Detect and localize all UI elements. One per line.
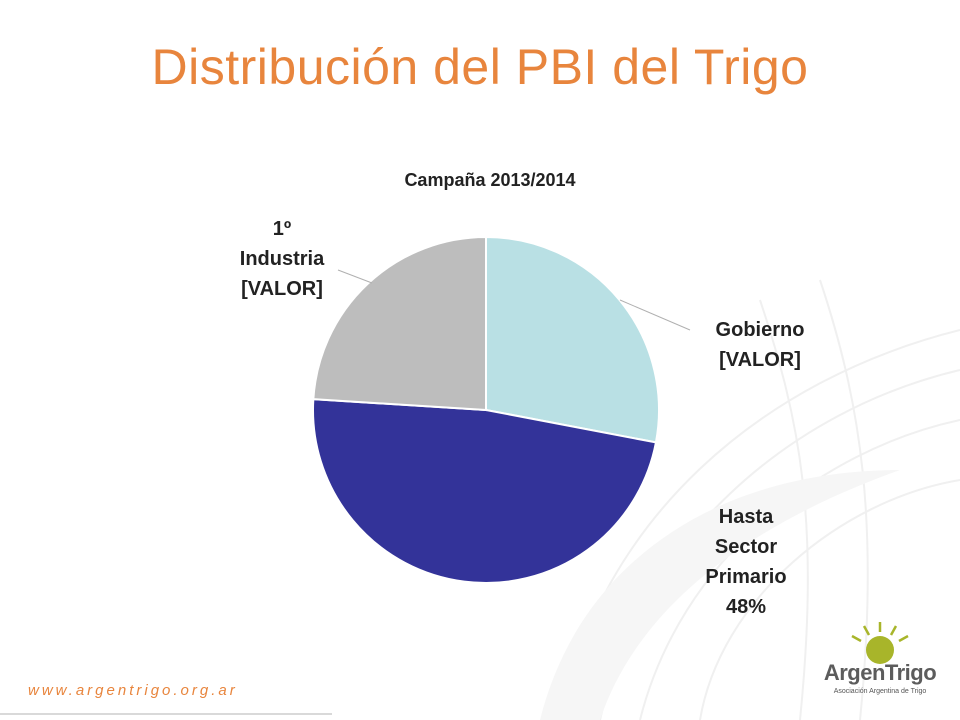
- leader-line-industria: [337, 269, 373, 284]
- slice-label-gobierno: Gobierno [VALOR]: [715, 319, 805, 371]
- logo-subtitle: Asociación Argentina de Trigo: [833, 688, 927, 695]
- footer-url: www.argentrigo.org.ar: [28, 682, 238, 699]
- pie-slice-gobierno: [485, 235, 660, 444]
- footer-divider: [0, 713, 332, 715]
- page-title: Distribución del PBI del Trigo: [151, 39, 809, 95]
- argentrigo-logo: ArgenTrigo Asociación Argentina de Trigo: [820, 620, 940, 710]
- leader-line-gobierno: [619, 299, 691, 331]
- wheat-sun-icon: [851, 622, 909, 664]
- pie-slice-industria: [312, 235, 487, 412]
- slice-label-primario: Hasta Sector Primario 48%: [705, 506, 787, 618]
- logo-text: ArgenTrigo: [823, 660, 937, 685]
- pie-slice-primario: [311, 398, 658, 585]
- chart-title: Campaña 2013/2014: [404, 170, 576, 190]
- slice-label-industria: 1º Industria [VALOR]: [239, 218, 325, 300]
